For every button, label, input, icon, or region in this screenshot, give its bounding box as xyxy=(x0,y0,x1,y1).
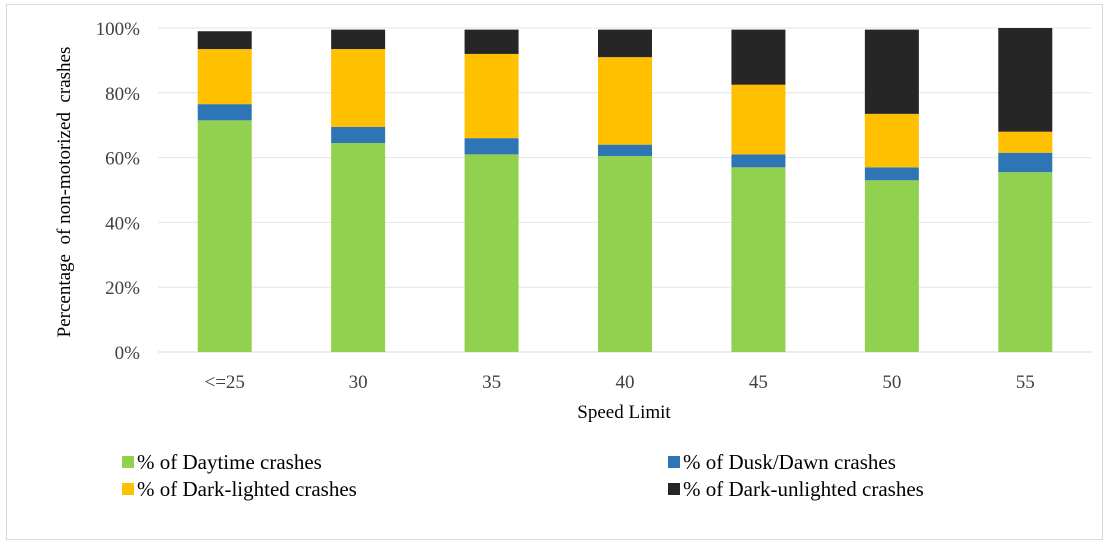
bar-segment xyxy=(331,143,386,352)
x-axis-title: Speed Limit xyxy=(577,402,671,423)
bar-segment xyxy=(598,155,652,352)
legend-label: % of Dark-unlighted crashes xyxy=(683,477,924,501)
bar-segment xyxy=(331,49,386,127)
legend: % of Daytime crashes % of Dusk/Dawn crash… xyxy=(122,450,924,501)
bar-segment xyxy=(998,28,1053,132)
bar-segment xyxy=(731,84,786,155)
bar-segment xyxy=(864,167,919,181)
x-tick-label: 30 xyxy=(349,372,368,393)
y-axis-ticks: 0% 20% 40% 60% 80% 100% xyxy=(96,19,141,364)
y-tick-label: 40% xyxy=(105,213,140,234)
bar-segment xyxy=(864,29,919,114)
x-tick-label: 35 xyxy=(482,372,501,393)
chart-frame xyxy=(6,4,1103,540)
bar-segment xyxy=(731,154,786,168)
y-tick-label: 80% xyxy=(105,84,140,105)
x-tick-label: 55 xyxy=(1016,372,1035,393)
bar-segment xyxy=(464,138,519,155)
y-tick-label: 100% xyxy=(96,19,141,40)
x-tick-label: 50 xyxy=(882,372,901,393)
legend-label: % of Dark-lighted crashes xyxy=(137,477,357,501)
legend-swatch xyxy=(668,456,680,468)
bar-segment xyxy=(197,49,252,105)
legend-label: % of Daytime crashes xyxy=(137,450,322,474)
bar-segment xyxy=(864,180,919,352)
bar-segment xyxy=(998,131,1053,153)
bar-segment xyxy=(598,144,652,156)
legend-swatch xyxy=(122,456,134,468)
bar-segment xyxy=(464,154,519,352)
bar-segment xyxy=(331,29,386,50)
legend-label: % of Dusk/Dawn crashes xyxy=(683,450,896,474)
bar-segment xyxy=(998,172,1053,352)
bars xyxy=(197,28,1053,352)
y-tick-label: 60% xyxy=(105,149,140,170)
bar-segment xyxy=(197,120,252,352)
legend-swatch xyxy=(668,483,680,495)
bar-segment xyxy=(731,29,786,85)
y-tick-label: 20% xyxy=(105,278,140,299)
bar-segment xyxy=(864,113,919,168)
x-tick-label: 45 xyxy=(749,372,768,393)
bar-segment xyxy=(598,57,652,145)
bar-segment xyxy=(598,29,652,58)
bar-segment xyxy=(998,152,1053,173)
x-tick-label: 40 xyxy=(616,372,635,393)
bar-segment xyxy=(464,29,519,54)
bar-segment xyxy=(331,126,386,144)
legend-swatch xyxy=(122,483,134,495)
bar-segment xyxy=(731,167,786,352)
bar-segment xyxy=(464,53,519,139)
y-axis-title: Percentage of non-motorized crashes xyxy=(54,47,75,338)
x-tick-label: <=25 xyxy=(204,372,244,393)
x-axis-ticks: <=25 30 35 40 45 50 55 xyxy=(204,372,1034,393)
y-tick-label: 0% xyxy=(115,343,141,364)
bar-segment xyxy=(197,104,252,121)
bar-segment xyxy=(197,31,252,50)
